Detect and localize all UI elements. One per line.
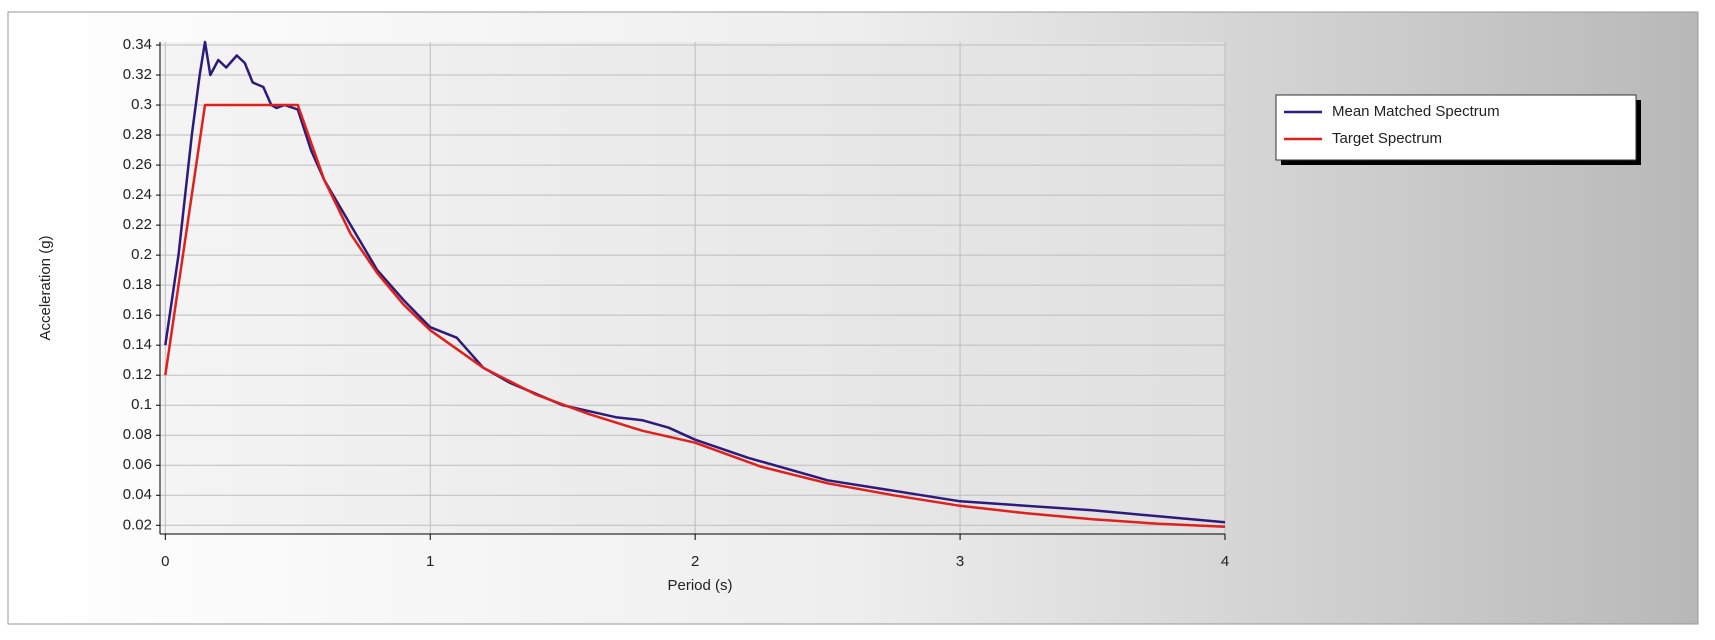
series-line [164, 103, 1226, 529]
y-tick-label: 0.3 [131, 96, 152, 113]
x-tick-label: 1 [426, 553, 434, 570]
x-tick-label: 0 [161, 553, 169, 570]
plot-area [160, 42, 1225, 534]
y-tick-label: 0.06 [123, 456, 152, 473]
y-tick-label: 0.04 [123, 486, 152, 503]
legend [1275, 94, 1637, 161]
y-tick-label: 0.18 [123, 276, 152, 293]
y-axis-label: Acceleration (g) [37, 235, 54, 340]
x-tick-label: 2 [691, 553, 699, 570]
y-tick-label: 0.2 [131, 246, 152, 263]
y-tick-label: 0.14 [123, 336, 152, 353]
y-tick-label: 0.24 [123, 186, 152, 203]
x-axis-label: Period (s) [667, 577, 732, 594]
y-tick-label: 0.22 [123, 216, 152, 233]
y-tick-label: 0.32 [123, 66, 152, 83]
y-tick-label: 0.02 [123, 516, 152, 533]
y-tick-label: 0.28 [123, 126, 152, 143]
x-tick-label: 4 [1221, 553, 1229, 570]
y-tick-label: 0.1 [131, 396, 152, 413]
y-tick-label: 0.08 [123, 426, 152, 443]
legend-label: Target Spectrum [1332, 130, 1442, 147]
legend-label: Mean Matched Spectrum [1332, 103, 1500, 120]
x-tick-label: 3 [956, 553, 964, 570]
y-tick-label: 0.12 [123, 366, 152, 383]
y-tick-label: 0.26 [123, 156, 152, 173]
y-tick-label: 0.34 [123, 36, 152, 53]
y-tick-label: 0.16 [123, 306, 152, 323]
